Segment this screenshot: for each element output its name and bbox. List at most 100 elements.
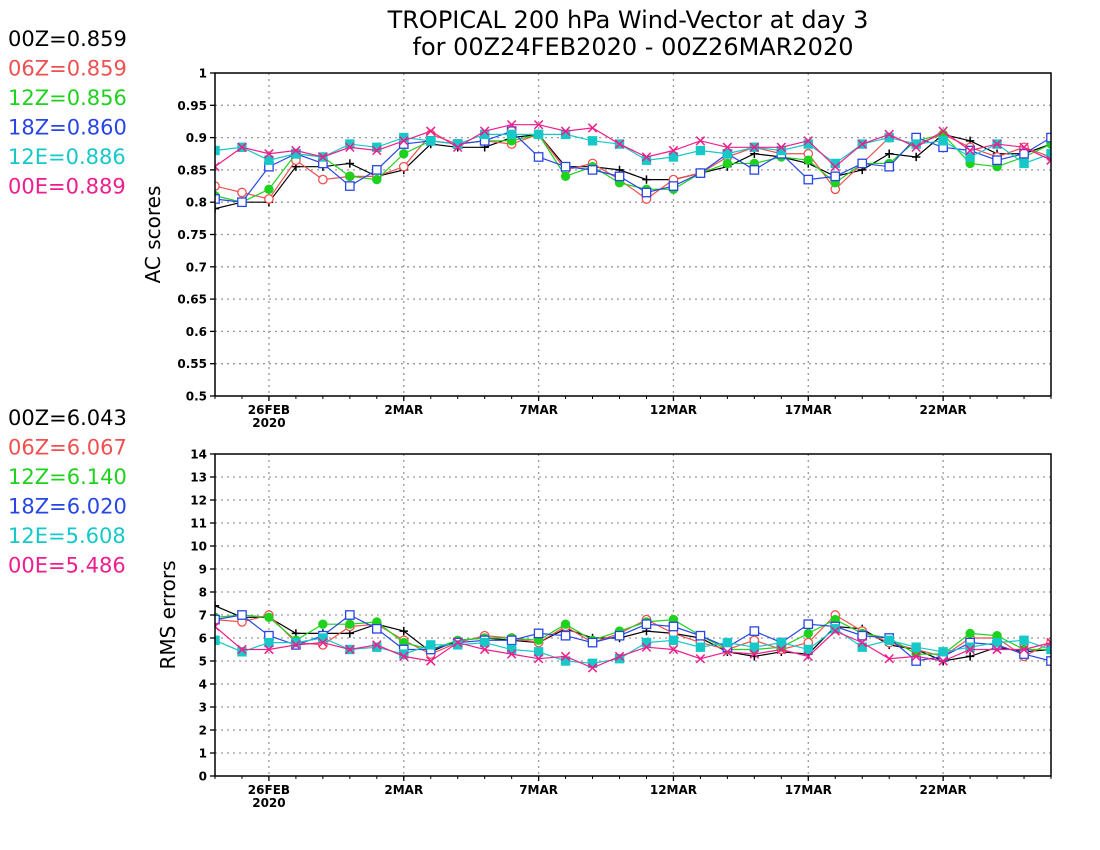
- data-point-12e: [776, 637, 787, 648]
- data-point-00e: [264, 644, 274, 655]
- data-point-18z: [695, 168, 706, 178]
- data-point-18z: [803, 174, 814, 185]
- data-point-00e: [803, 651, 814, 662]
- data-point-00z: [911, 152, 921, 162]
- data-point-00e: [830, 161, 840, 172]
- data-point-18z: [506, 635, 517, 646]
- data-point-00e: [426, 656, 436, 666]
- stat-18z: 18Z=6.020: [8, 495, 127, 519]
- data-point-12e: [965, 152, 975, 162]
- data-point-00e: [426, 126, 436, 136]
- y-tick-label: 0.85: [177, 163, 207, 177]
- data-point-18z: [1019, 649, 1029, 659]
- data-point-00e: [399, 136, 409, 146]
- data-point-12e: [938, 136, 948, 146]
- data-point-00e: [1046, 637, 1051, 648]
- data-point-18z: [614, 171, 625, 182]
- data-point-00e: [345, 142, 355, 153]
- x-tick-label: 17MAR: [785, 783, 832, 797]
- y-tick-label: 0.65: [177, 293, 207, 307]
- data-point-18z: [587, 637, 598, 648]
- data-point-12e: [479, 637, 490, 648]
- data-point-12e: [722, 637, 733, 648]
- data-point-00e: [264, 149, 274, 159]
- data-point-12e: [1046, 644, 1051, 655]
- y-tick-label: 6: [199, 632, 207, 646]
- data-point-00e: [776, 142, 787, 153]
- data-point-00e: [803, 136, 814, 146]
- data-point-12e: [1019, 635, 1029, 645]
- y-tick-label: 0.5: [186, 390, 207, 404]
- data-point-18z: [1046, 656, 1051, 666]
- data-point-00e: [965, 644, 975, 655]
- x-tick-label: 7MAR: [519, 783, 558, 797]
- data-point-12e: [587, 136, 598, 146]
- data-point-12e: [749, 642, 760, 652]
- data-point-12e: [965, 642, 975, 652]
- series-group: [215, 601, 1051, 673]
- data-point-06z: [318, 174, 328, 185]
- data-point-00e: [722, 142, 733, 153]
- data-point-00z: [215, 204, 220, 213]
- data-point-00e: [533, 119, 544, 130]
- data-point-12e: [426, 136, 436, 146]
- data-point-00e: [992, 139, 1002, 149]
- data-point-00e: [668, 644, 679, 655]
- data-point-12z: [803, 628, 813, 639]
- x-tick-sublabel: 2020: [252, 416, 285, 430]
- stat-12z: 12Z=0.856: [8, 86, 127, 110]
- data-point-00e: [560, 651, 571, 662]
- chart-panel-1: 0.5 0.55 0.6 0.65 0.7 0.75 0.8 0.85 0.9 0.95 1 26FE…: [8, 27, 1052, 430]
- data-point-00e: [1019, 142, 1029, 153]
- data-point-12z: [965, 628, 975, 639]
- data-point-12e: [830, 624, 840, 634]
- data-point-00e: [641, 152, 652, 162]
- stat-12e: 12E=0.886: [8, 145, 126, 169]
- stat-12e: 12E=5.608: [8, 524, 126, 548]
- data-point-00z: [345, 159, 355, 168]
- data-point-00e: [614, 139, 625, 149]
- data-point-00e: [318, 637, 328, 648]
- y-tick-label: 0.7: [186, 260, 207, 274]
- data-point-12e: [641, 637, 652, 648]
- x-tick-sublabel: 2020: [252, 796, 285, 810]
- y-tick-label: 13: [190, 471, 207, 485]
- series-line-00z: [215, 133, 1051, 210]
- y-tick-label: 2: [199, 724, 207, 738]
- y-tick-label: 0.8: [186, 196, 207, 210]
- data-point-12e: [1019, 158, 1029, 169]
- data-point-00z: [642, 175, 651, 184]
- data-point-12e: [911, 642, 921, 652]
- stat-06z: 06Z=6.067: [8, 436, 127, 460]
- data-point-12e: [291, 637, 301, 648]
- data-point-12e: [668, 152, 679, 162]
- data-point-00e: [372, 145, 382, 156]
- data-point-12e: [533, 647, 544, 657]
- data-point-12e: [803, 644, 813, 655]
- data-point-12e: [264, 637, 274, 648]
- data-point-12e: [318, 633, 328, 643]
- data-point-18z: [857, 630, 868, 641]
- series-line-00e: [215, 124, 1051, 168]
- stat-18z: 18Z=0.860: [8, 116, 127, 140]
- data-point-12z: [264, 184, 274, 194]
- data-point-18z: [533, 152, 544, 162]
- data-point-00e: [695, 653, 706, 664]
- y-tick-label: 1: [199, 67, 207, 81]
- data-point-00e: [722, 647, 733, 657]
- y-tick-label: 0.9: [186, 131, 207, 145]
- y-tick-label: 0.75: [177, 228, 207, 242]
- data-point-00e: [938, 656, 948, 666]
- data-point-18z: [371, 623, 382, 634]
- x-tick-label: 26FEB: [248, 783, 290, 797]
- stat-00z: 00Z=6.043: [8, 406, 127, 430]
- data-point-00e: [1019, 644, 1029, 655]
- x-tick-label: 7MAR: [519, 403, 558, 417]
- data-point-18z: [641, 187, 652, 198]
- data-point-00z: [884, 149, 894, 158]
- data-point-18z: [1046, 132, 1051, 143]
- data-point-00e: [776, 644, 787, 655]
- stat-00z: 00Z=0.859: [8, 27, 127, 51]
- data-point-00e: [372, 640, 382, 650]
